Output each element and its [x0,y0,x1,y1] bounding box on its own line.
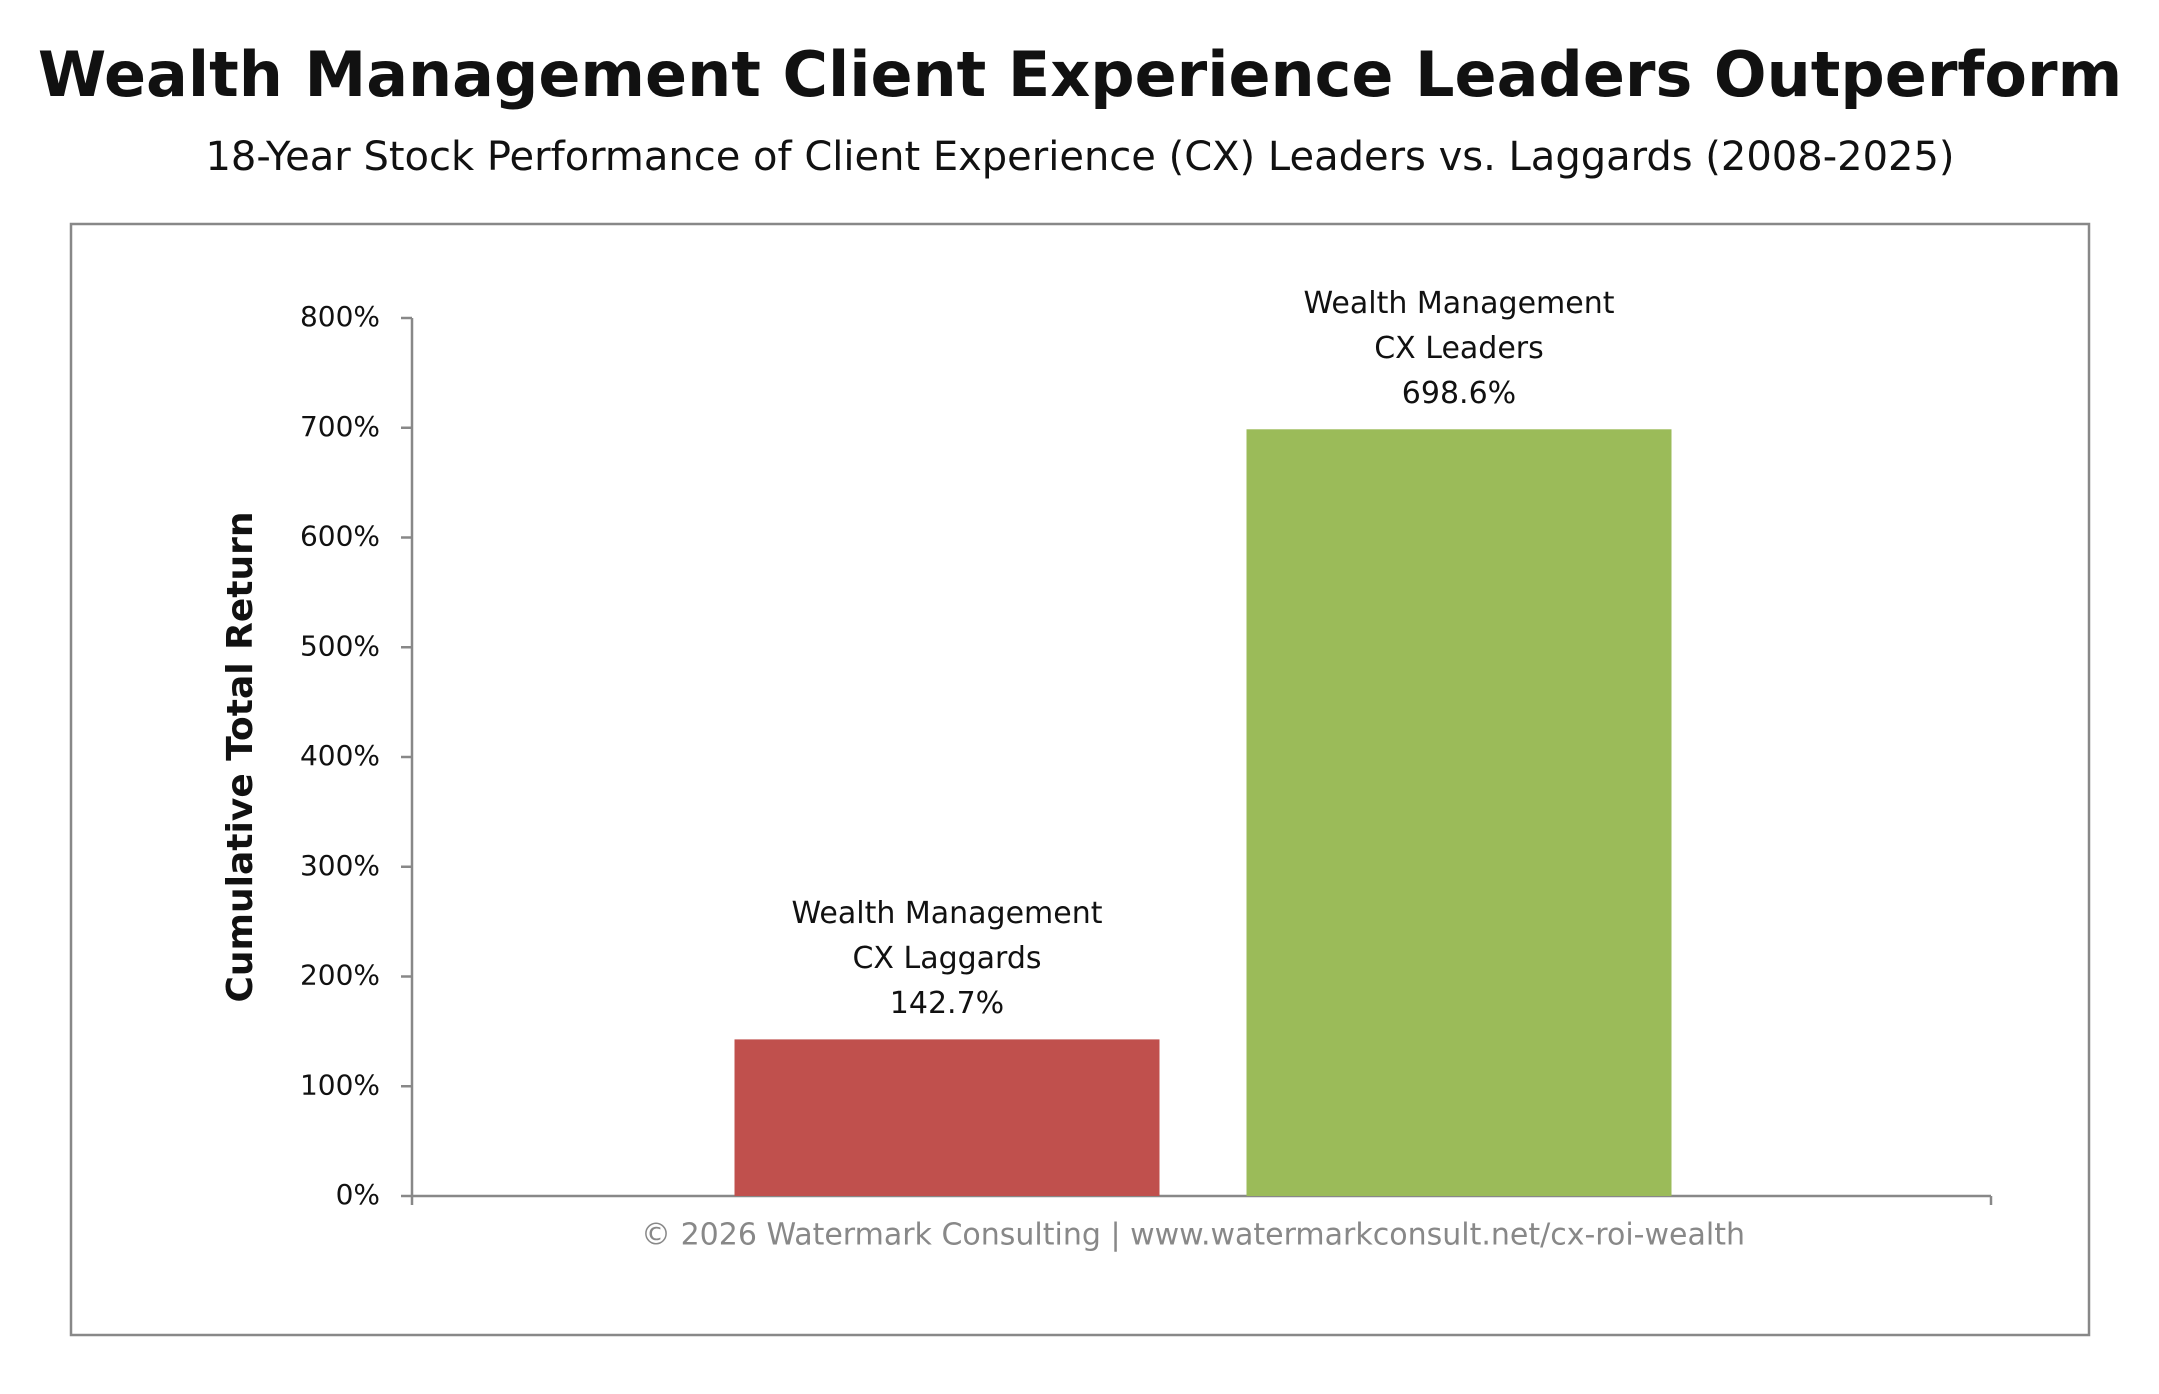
y-tick-label: 300% [300,849,380,882]
bar [1246,429,1672,1196]
category-label: CX Laggards [852,941,1041,976]
y-tick-label: 500% [300,629,380,662]
value-label: 698.6% [1402,376,1516,411]
y-tick-label: 700% [300,410,380,443]
category-label: Wealth Management [791,896,1102,931]
footer: © 2026 Watermark Consulting | www.waterm… [641,1218,1745,1253]
y-tick-label: 400% [300,739,380,772]
y-axis-title: Cumulative Total Return [220,511,261,1002]
value-label: 142.7% [890,986,1004,1021]
y-tick-label: 100% [300,1068,380,1101]
y-tick-label: 200% [300,959,380,992]
y-tick-label: 600% [300,520,380,553]
category-label: Wealth Management [1303,286,1614,321]
bar [734,1039,1160,1196]
chart-frame [69,222,2091,1337]
y-tick-label: 0% [336,1178,380,1211]
category-label: CX Leaders [1374,331,1544,366]
chart-title: Wealth Management Client Experience Lead… [38,38,2122,111]
y-tick-label: 800% [300,300,380,333]
chart-subtitle: 18-Year Stock Performance of Client Expe… [205,134,1954,180]
